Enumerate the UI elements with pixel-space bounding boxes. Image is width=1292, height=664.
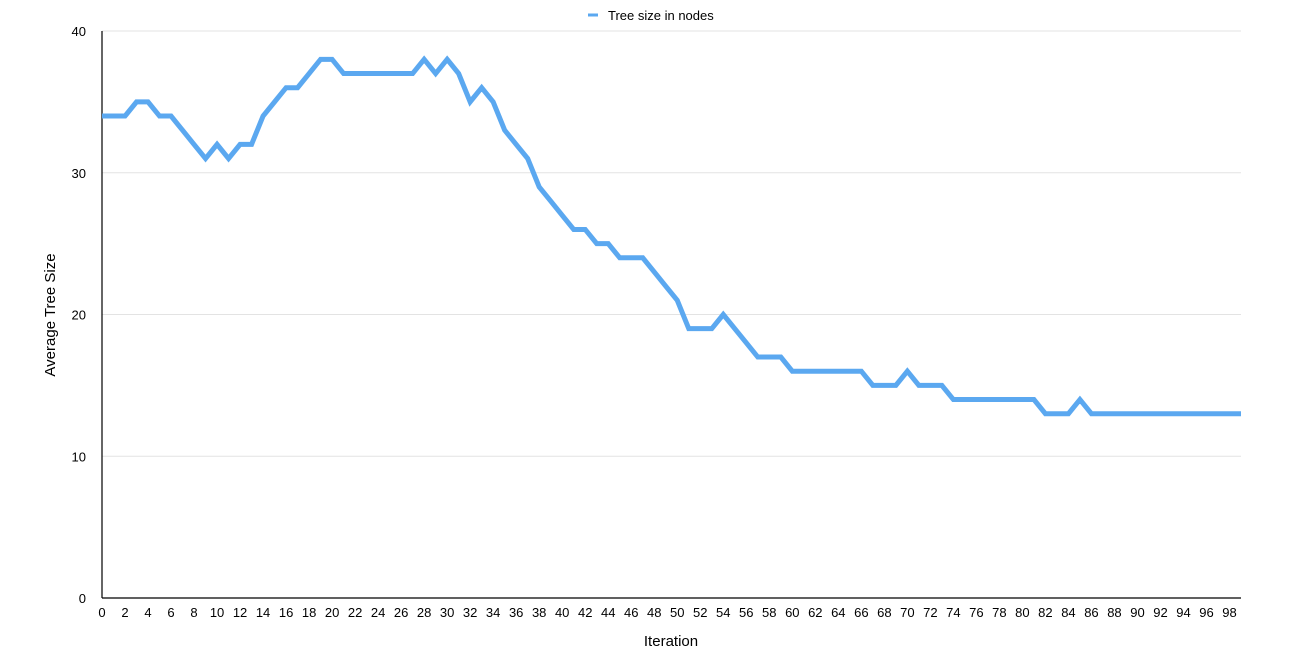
x-tick-label: 26 bbox=[394, 605, 408, 620]
x-tick-label: 78 bbox=[992, 605, 1006, 620]
x-tick-label: 50 bbox=[670, 605, 684, 620]
x-tick-label: 10 bbox=[210, 605, 224, 620]
y-tick-labels: 0 10 20 30 40 bbox=[72, 24, 86, 606]
x-tick-label: 80 bbox=[1015, 605, 1029, 620]
x-tick-label: 20 bbox=[325, 605, 339, 620]
x-tick-label: 16 bbox=[279, 605, 293, 620]
x-tick-label: 8 bbox=[190, 605, 197, 620]
x-tick-label: 90 bbox=[1130, 605, 1144, 620]
x-tick-label: 84 bbox=[1061, 605, 1075, 620]
x-tick-label: 66 bbox=[854, 605, 868, 620]
x-tick-label: 98 bbox=[1222, 605, 1236, 620]
y-axis-title: Average Tree Size bbox=[42, 253, 59, 376]
x-tick-label: 36 bbox=[509, 605, 523, 620]
y-tick-label: 20 bbox=[72, 308, 86, 323]
x-tick-label: 2 bbox=[121, 605, 128, 620]
x-tick-label: 60 bbox=[785, 605, 799, 620]
x-tick-label: 28 bbox=[417, 605, 431, 620]
x-tick-label: 70 bbox=[900, 605, 914, 620]
x-tick-label: 40 bbox=[555, 605, 569, 620]
axes bbox=[101, 31, 1241, 599]
legend-label: Tree size in nodes bbox=[608, 8, 714, 23]
x-tick-label: 56 bbox=[739, 605, 753, 620]
x-tick-label: 32 bbox=[463, 605, 477, 620]
x-tick-label: 76 bbox=[969, 605, 983, 620]
x-tick-label: 6 bbox=[167, 605, 174, 620]
x-tick-label: 96 bbox=[1199, 605, 1213, 620]
x-tick-label: 88 bbox=[1107, 605, 1121, 620]
x-tick-label: 68 bbox=[877, 605, 891, 620]
x-tick-label: 30 bbox=[440, 605, 454, 620]
y-tick-label: 30 bbox=[72, 166, 86, 181]
x-tick-label: 86 bbox=[1084, 605, 1098, 620]
x-tick-label: 38 bbox=[532, 605, 546, 620]
x-tick-label: 42 bbox=[578, 605, 592, 620]
y-tick-label: 40 bbox=[72, 24, 86, 39]
x-tick-label: 22 bbox=[348, 605, 362, 620]
legend[interactable]: Tree size in nodes bbox=[588, 8, 714, 23]
y-tick-label: 0 bbox=[79, 591, 86, 606]
x-tick-label: 4 bbox=[144, 605, 151, 620]
x-tick-label: 94 bbox=[1176, 605, 1190, 620]
x-tick-label: 72 bbox=[923, 605, 937, 620]
x-tick-labels: 0 2 4 6 8 10 12 14 16 18 20 22 24 26 28 30 32 34 36 38 40 42 4… bbox=[98, 605, 1236, 620]
x-tick-label: 64 bbox=[831, 605, 845, 620]
x-tick-label: 0 bbox=[98, 605, 105, 620]
x-tick-label: 62 bbox=[808, 605, 822, 620]
x-axis-title: Iteration bbox=[644, 633, 698, 650]
x-tick-label: 44 bbox=[601, 605, 615, 620]
x-tick-label: 58 bbox=[762, 605, 776, 620]
series-group bbox=[102, 55, 1241, 417]
series-line-0 bbox=[102, 55, 1241, 417]
y-tick-label: 10 bbox=[72, 449, 86, 464]
x-tick-label: 82 bbox=[1038, 605, 1052, 620]
x-tick-label: 52 bbox=[693, 605, 707, 620]
x-tick-label: 24 bbox=[371, 605, 385, 620]
x-tick-label: 48 bbox=[647, 605, 661, 620]
gridlines bbox=[102, 30, 1241, 457]
x-tick-label: 14 bbox=[256, 605, 270, 620]
x-tick-label: 54 bbox=[716, 605, 730, 620]
x-tick-label: 18 bbox=[302, 605, 316, 620]
x-tick-label: 74 bbox=[946, 605, 960, 620]
x-tick-label: 12 bbox=[233, 605, 247, 620]
x-tick-label: 46 bbox=[624, 605, 638, 620]
x-tick-label: 34 bbox=[486, 605, 500, 620]
x-tick-label: 92 bbox=[1153, 605, 1167, 620]
